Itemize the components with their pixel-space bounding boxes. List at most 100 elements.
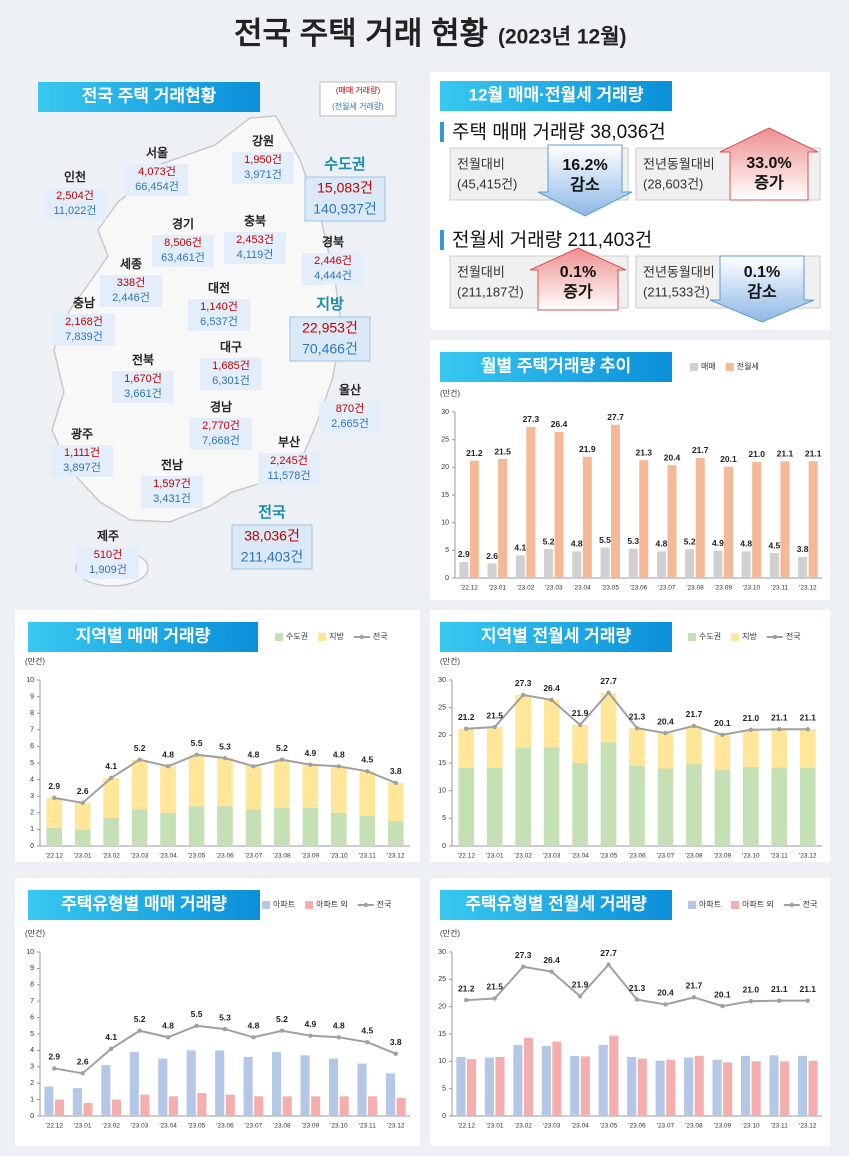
legend-swatch bbox=[688, 901, 696, 909]
bar-segment bbox=[245, 809, 262, 846]
bar bbox=[611, 424, 621, 578]
line-point bbox=[52, 795, 57, 801]
line-point bbox=[805, 727, 810, 732]
region-rent: 2,665건 bbox=[331, 417, 369, 430]
bar bbox=[712, 1059, 722, 1116]
legend-label: 아파트 bbox=[699, 899, 721, 909]
total-name: 수도권 bbox=[324, 155, 365, 173]
bar-segment bbox=[629, 765, 645, 846]
compare-rate: 33.0% bbox=[746, 155, 791, 172]
bar bbox=[72, 1088, 82, 1116]
region-rent: 4,119건 bbox=[237, 248, 274, 261]
x-tick-label: '23.09 bbox=[714, 1123, 732, 1130]
line-label: 27.7 bbox=[600, 948, 617, 958]
bar-segment bbox=[686, 725, 702, 765]
line-label: 21.2 bbox=[458, 712, 475, 722]
x-tick-label: '22.12 bbox=[45, 853, 63, 860]
x-tick-label: '23.09 bbox=[714, 585, 732, 592]
x-tick-label: '23.02 bbox=[514, 1123, 532, 1130]
region-rent: 6,301건 bbox=[212, 374, 250, 387]
y-tick-label: 5 bbox=[442, 815, 446, 822]
legend-label: 수도권 bbox=[286, 631, 308, 641]
bar bbox=[723, 466, 733, 578]
bar bbox=[243, 1056, 253, 1116]
region-rent: 11,022건 bbox=[54, 204, 97, 217]
x-tick-label: '23.11 bbox=[771, 853, 788, 860]
bar-label: 21.7 bbox=[692, 445, 709, 455]
legend-label: 매매 bbox=[701, 362, 716, 371]
bar-label: 21.0 bbox=[748, 449, 765, 459]
total-rent: 70,466건 bbox=[302, 341, 358, 357]
bar-segment bbox=[458, 767, 475, 846]
region-sale: 8,506건 bbox=[164, 236, 202, 249]
bar bbox=[570, 1055, 580, 1116]
heading-bar bbox=[440, 122, 444, 142]
region-sale: 2,168건 bbox=[65, 315, 103, 328]
region-rent: 11,578건 bbox=[268, 469, 311, 482]
bar bbox=[684, 1057, 694, 1116]
bar bbox=[637, 1058, 647, 1116]
x-tick-label: '23.07 bbox=[657, 1123, 675, 1130]
x-tick-label: '23.06 bbox=[628, 1123, 646, 1130]
x-tick-label: '23.11 bbox=[359, 853, 376, 860]
line-point bbox=[251, 1035, 256, 1040]
bar bbox=[186, 1050, 196, 1116]
page-title: 전국 주택 거래 현황 bbox=[234, 16, 488, 51]
bar bbox=[656, 551, 666, 578]
bar bbox=[515, 555, 525, 578]
bar bbox=[487, 563, 497, 578]
line-label: 4.8 bbox=[248, 1021, 260, 1031]
line-label: 26.4 bbox=[543, 955, 560, 965]
bar bbox=[554, 431, 564, 578]
legend-dot bbox=[789, 902, 794, 908]
region-rent: 2,446건 bbox=[112, 291, 150, 304]
map-title: 전국 주택 거래현황 bbox=[82, 86, 217, 105]
x-tick-label: '23.12 bbox=[387, 1123, 405, 1130]
bar-segment bbox=[458, 728, 475, 768]
bar-label: 5.2 bbox=[684, 536, 696, 546]
bar bbox=[695, 457, 705, 578]
y-tick-label: 10 bbox=[441, 520, 449, 527]
legend-dot bbox=[363, 902, 368, 908]
bar bbox=[639, 460, 649, 578]
line-label: 21.2 bbox=[458, 983, 475, 993]
compare-label: 전월대비 bbox=[457, 264, 505, 279]
chart-title: 지역별 매매 거래량 bbox=[76, 626, 211, 645]
region-rent: 63,461건 bbox=[161, 251, 205, 264]
x-tick-label: '23.01 bbox=[486, 853, 504, 860]
line-label: 5.2 bbox=[276, 743, 288, 753]
region-box bbox=[100, 275, 162, 307]
legend-dot bbox=[359, 634, 365, 640]
bar bbox=[526, 426, 536, 578]
bar bbox=[459, 561, 469, 578]
compare-label: 전년동월대비 bbox=[643, 264, 715, 279]
down-arrow bbox=[537, 144, 633, 217]
line-point bbox=[777, 727, 782, 732]
line-point bbox=[464, 997, 469, 1003]
region-box bbox=[302, 253, 364, 285]
line-point bbox=[492, 996, 497, 1001]
bar-segment bbox=[743, 729, 759, 767]
x-tick-label: '23.08 bbox=[686, 585, 704, 592]
bar bbox=[541, 1046, 551, 1116]
region-sale: 1,950건 bbox=[244, 153, 282, 166]
region-box bbox=[200, 358, 262, 390]
bar bbox=[582, 456, 592, 578]
y-tick-label: 25 bbox=[438, 705, 446, 712]
y-tick-label: 10 bbox=[438, 788, 446, 795]
legend-rent: (전월세 거래량) bbox=[332, 101, 384, 111]
x-tick-label: '23.12 bbox=[387, 853, 405, 860]
bar-segment bbox=[543, 747, 560, 846]
bar bbox=[495, 1056, 505, 1116]
bar-label: 20.1 bbox=[720, 454, 737, 464]
x-tick-label: '23.12 bbox=[799, 1123, 817, 1130]
x-tick-label: '23.08 bbox=[273, 853, 291, 860]
region-sale: 870건 bbox=[336, 402, 364, 415]
x-tick-label: '23.05 bbox=[602, 585, 620, 592]
line-point bbox=[549, 697, 554, 703]
down-arrow bbox=[709, 255, 815, 323]
region-name: 광주 bbox=[71, 426, 93, 441]
x-tick-label: '23.07 bbox=[245, 1123, 263, 1130]
bar-segment bbox=[799, 767, 816, 846]
line-point bbox=[606, 690, 611, 695]
